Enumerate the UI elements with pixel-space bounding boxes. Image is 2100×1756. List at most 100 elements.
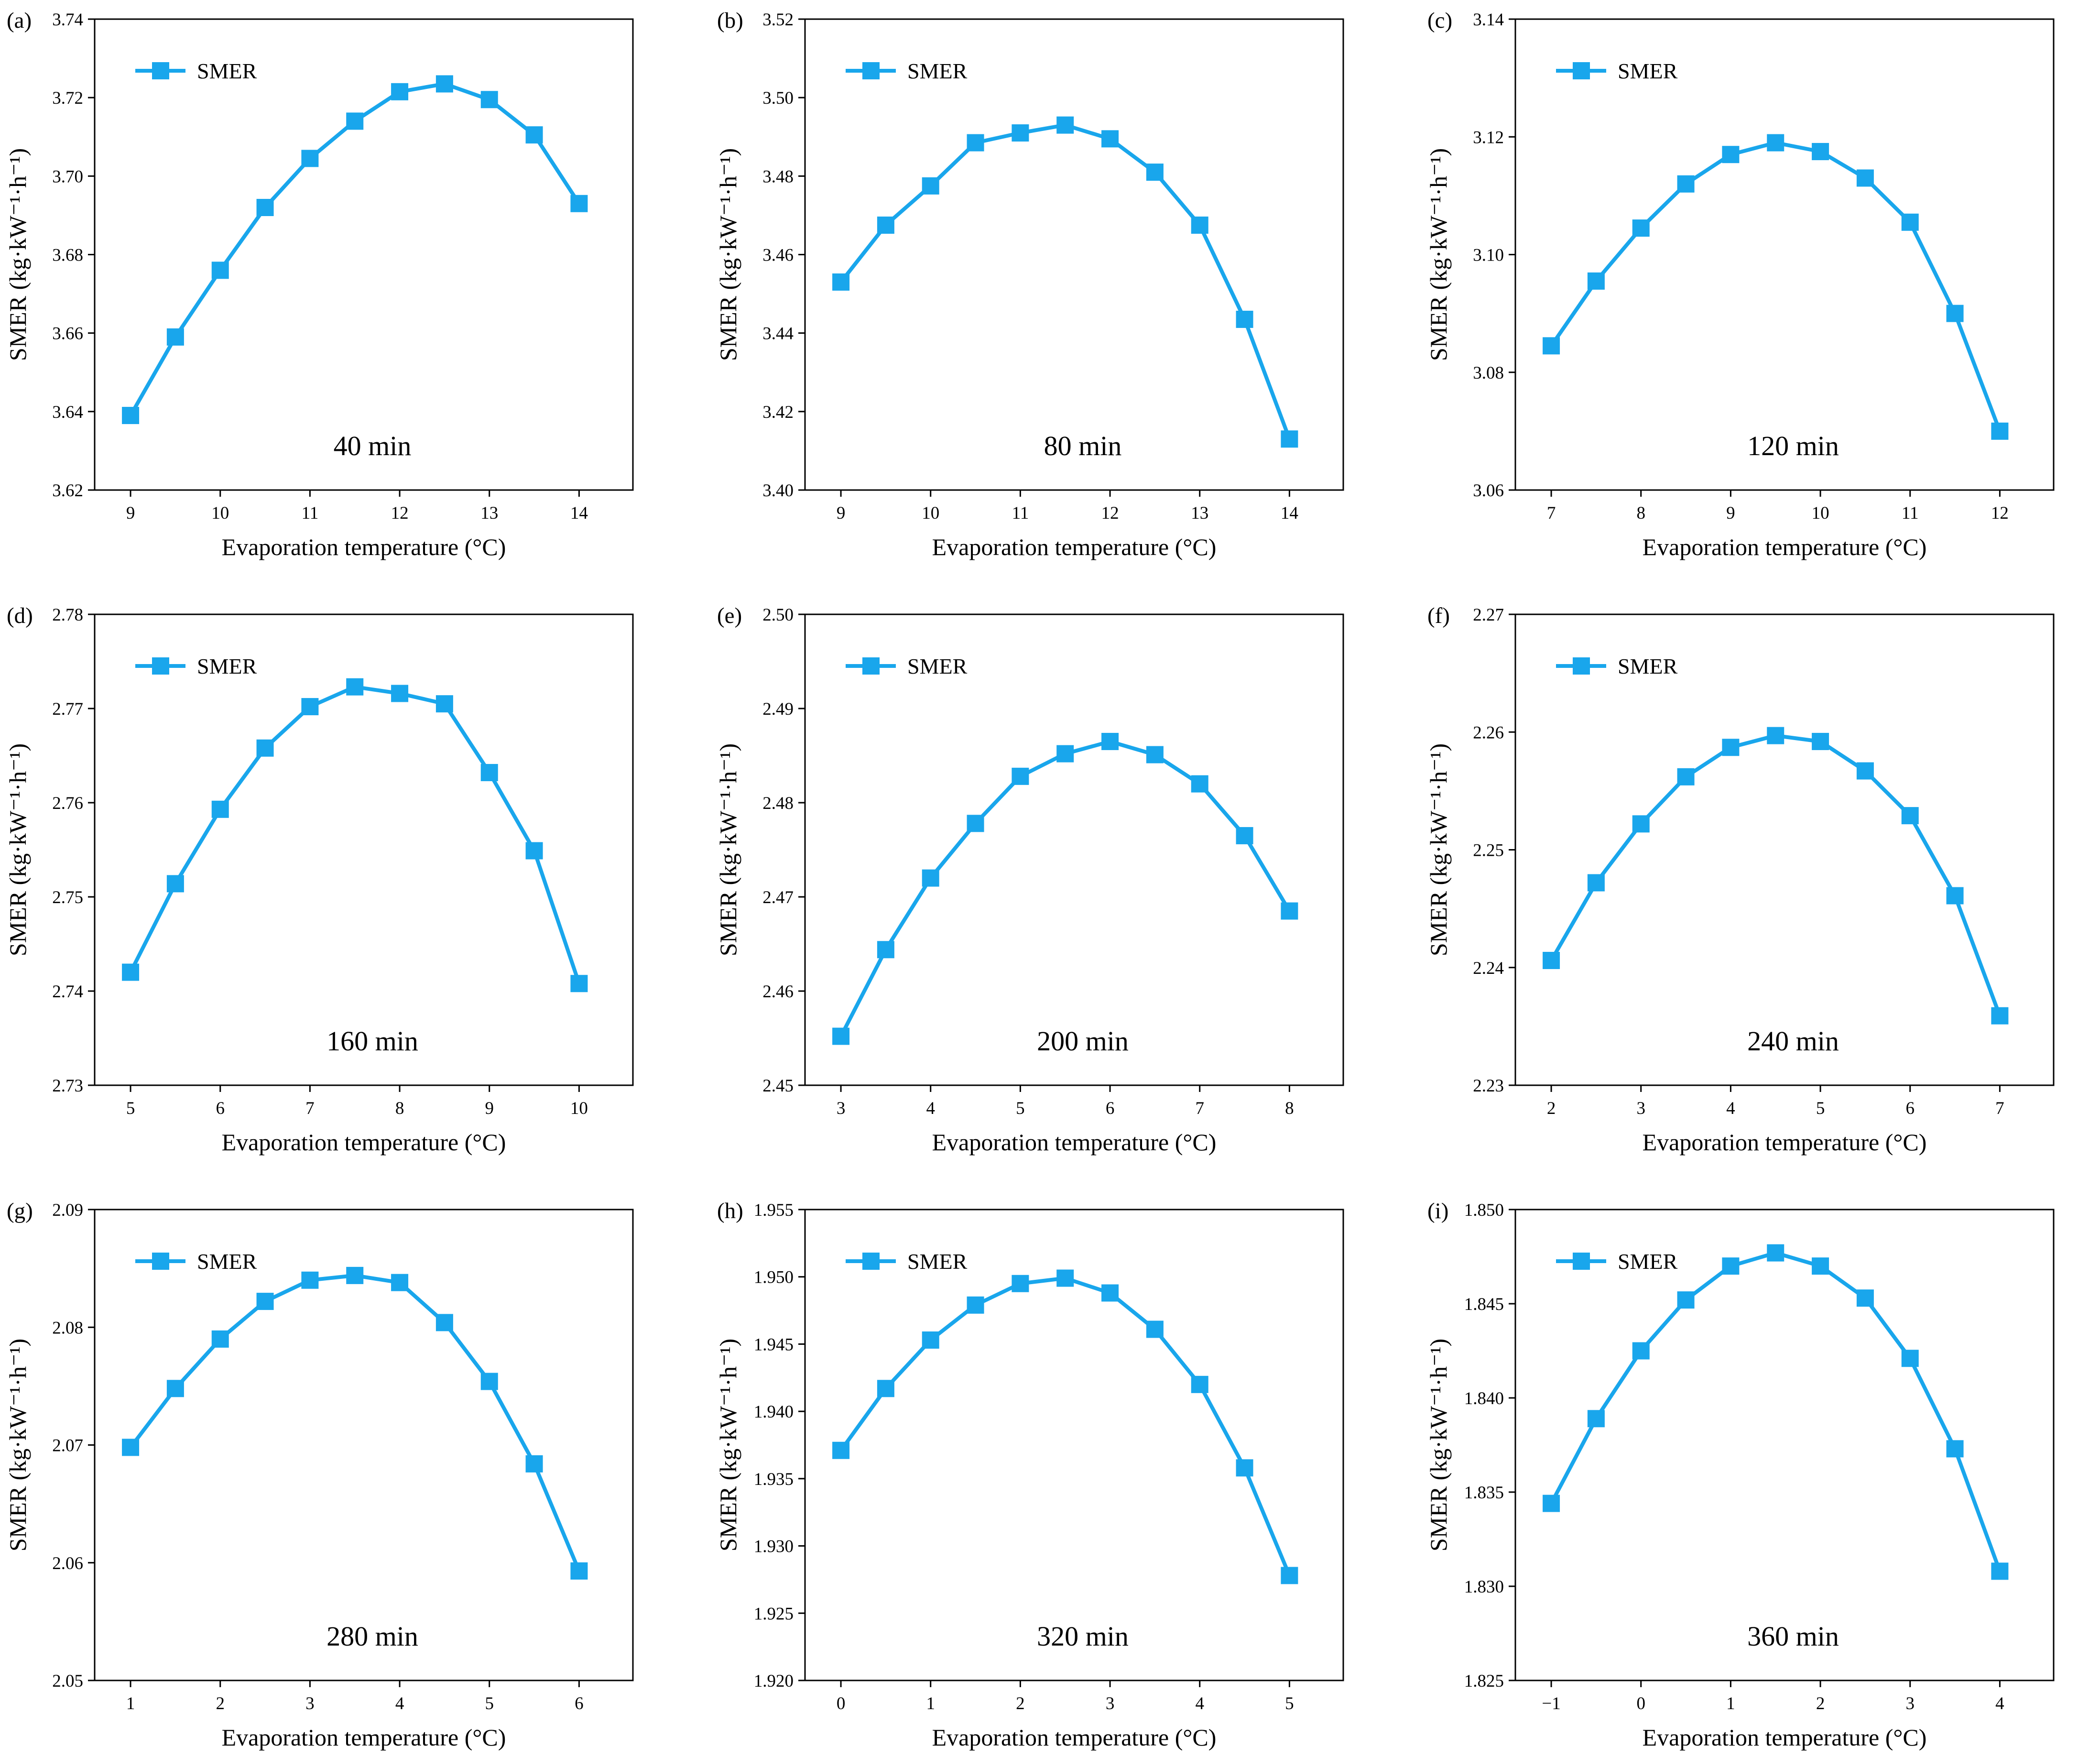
y-tick-label: 2.48 [762,794,794,813]
data-point [1056,116,1074,134]
panel-label: (i) [1427,1199,1448,1223]
x-tick-label: 4 [1995,1694,2004,1713]
y-axis-title: SMER (kg·kW⁻¹·h⁻¹) [715,148,741,361]
y-axis-title: SMER (kg·kW⁻¹·h⁻¹) [4,148,31,361]
panel-label: (g) [7,1199,33,1223]
y-tick-label: 3.50 [762,88,794,108]
chart-panel-6: 2 3 4 5 6 7 2.23 2.24 2.25 2.26 2.27 Evaporation te… [1425,603,2055,1156]
time-annotation: 240 min [1747,1025,1839,1057]
data-point [391,685,409,702]
legend: SMER [846,59,968,83]
series-line-smer [839,1276,1292,1577]
y-tick-label: 2.08 [52,1318,83,1338]
y-tick-label: 3.48 [762,167,794,186]
x-tick-label: 10 [211,503,229,523]
data-point [480,91,498,109]
x-tick-label: 9 [837,503,846,523]
data-point [1677,1291,1695,1309]
data-point [1543,951,1560,969]
x-tick-label: 4 [1195,1694,1204,1713]
data-point [1191,1375,1208,1393]
x-tick-label: 6 [1106,1099,1115,1118]
x-tick-label: 10 [570,1099,588,1118]
x-axis-title: Evaporation temperature (°C) [1643,534,1927,560]
data-point [1587,1410,1605,1428]
data-point [1767,727,1784,744]
data-point [166,328,184,346]
y-tick-label: 1.835 [1464,1483,1504,1503]
legend-label: SMER [1618,1249,1678,1274]
y-tick-label: 3.44 [762,324,794,344]
time-annotation: 80 min [1044,430,1122,461]
data-point [1946,305,1964,322]
y-tick-label: 3.74 [52,10,83,30]
data-point [922,1331,939,1349]
legend-marker [862,1253,880,1270]
data-point [1101,1284,1119,1302]
data-point [1146,1320,1164,1338]
data-point [122,1439,140,1456]
y-axis-title: SMER (kg·kW⁻¹·h⁻¹) [4,1339,31,1551]
y-tick-label: 2.46 [762,982,794,1002]
y-tick-label: 2.45 [762,1076,794,1096]
legend-label: SMER [197,654,257,678]
data-point [1722,146,1740,164]
x-tick-label: 2 [1816,1694,1825,1713]
data-point [1191,216,1208,234]
y-tick-label: 3.64 [52,403,83,422]
panel-label: (h) [717,1199,743,1223]
data-point [1012,767,1029,785]
x-axis-title: Evaporation temperature (°C) [222,534,506,560]
plot-frame [94,18,634,491]
data-point [391,83,409,100]
data-point [1767,134,1784,152]
x-tick-label: 6 [1905,1099,1915,1118]
y-tick-label: 3.06 [1473,481,1504,501]
x-tick-label: 3 [1905,1694,1915,1713]
x-tick-label: 14 [1281,503,1298,523]
data-point [877,1380,894,1397]
y-tick-label: 2.76 [52,794,83,813]
x-tick-label: 4 [926,1099,935,1118]
data-point [1677,768,1695,785]
legend-label: SMER [907,1249,968,1274]
data-point [166,1380,184,1397]
panel-label: (a) [7,8,32,33]
panel-label: (b) [717,8,743,33]
y-tick-label: 3.70 [52,167,83,186]
data-point [122,407,140,425]
data-point [391,1274,409,1291]
chart-panel-1: 9 10 11 12 13 14 3.62 3.64 3.66 3.68 3.70 3.72 3.74 E… [4,8,634,560]
x-tick-label: 7 [1547,503,1556,523]
plot-frame [1514,1209,2055,1681]
y-tick-label: 2.06 [52,1554,83,1573]
y-tick-label: 3.66 [52,324,83,344]
data-point [525,842,543,860]
legend-marker [862,62,880,79]
data-point [435,1314,453,1331]
data-point [967,134,984,152]
x-axis-title: Evaporation temperature (°C) [932,534,1217,560]
data-point [346,1266,364,1284]
x-tick-label: 4 [1726,1099,1735,1118]
data-point [435,75,453,93]
data-point [1991,422,2009,440]
y-tick-label: 2.24 [1473,959,1504,978]
data-point [1812,732,1829,750]
x-tick-label: 11 [1902,503,1919,523]
data-point [1812,143,1829,161]
y-tick-label: 2.49 [762,699,794,719]
x-axis-title: Evaporation temperature (°C) [932,1724,1217,1751]
data-point [1632,1342,1650,1360]
y-tick-label: 3.46 [762,246,794,265]
data-point [256,739,274,757]
x-tick-label: 5 [1016,1099,1025,1118]
y-tick-label: 1.930 [754,1537,794,1557]
y-tick-label: 1.850 [1464,1200,1504,1220]
data-point [480,763,498,781]
y-tick-label: 1.945 [754,1335,794,1354]
data-point [1901,1350,1919,1367]
chart-panel-9: −1 0 1 2 3 4 1.825 1.830 1.835 1.840 1.845 1.850 Eva… [1425,1199,2055,1751]
y-tick-label: 1.840 [1464,1389,1504,1408]
series-line-smer [129,685,581,984]
